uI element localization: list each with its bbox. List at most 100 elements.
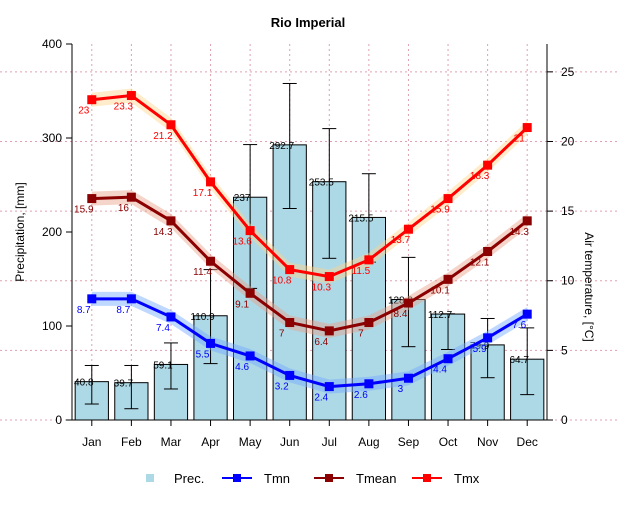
temperature-band (91, 190, 528, 338)
temperature-value-label: 6.4 (314, 337, 328, 348)
precipitation-value-label: 59.1 (153, 360, 173, 371)
temperature-point (285, 265, 295, 275)
y-right-tick-label: 15 (561, 204, 575, 218)
precipitation-value-label: 39.7 (114, 379, 134, 390)
precipitation-value-label: 64.7 (509, 355, 529, 366)
x-tick-label: Aug (358, 435, 379, 449)
x-tick-label: Jun (280, 435, 299, 449)
temperature-value-label: 5.5 (196, 349, 210, 360)
temperature-point (206, 256, 216, 266)
temperature-value-label: 9.1 (235, 299, 249, 310)
precipitation-value-label: 292.7 (269, 141, 294, 152)
temperature-point (403, 298, 413, 308)
axes-layer: 0 100 200 300 400 0 5 10 15 20 25 Jan Feb Mar Apr May Ju… (42, 37, 575, 449)
temperature-value-label: 7.6 (512, 320, 526, 331)
x-tick-label: Dec (517, 435, 538, 449)
temperature-value-label: 12.1 (470, 257, 490, 268)
precipitation-value-label: 237 (234, 193, 251, 204)
temperature-point (285, 370, 295, 380)
temperature-point (166, 312, 176, 322)
x-tick-label: Nov (477, 435, 498, 449)
temperature-point (126, 192, 136, 202)
temperature-value-label: 3 (398, 384, 404, 395)
y-left-tick-label: 400 (42, 37, 62, 51)
temperature-point (126, 294, 136, 304)
temperature-point (483, 333, 493, 343)
x-tick-label: Mar (161, 435, 182, 449)
temperature-point (87, 194, 97, 204)
temperature-point (87, 95, 97, 105)
temperature-point (522, 123, 532, 133)
temperature-value-label: 14.3 (153, 227, 173, 238)
y-right-tick-label: 10 (561, 274, 575, 288)
precipitation-value-label: 112.7 (428, 310, 453, 321)
legend-marker (325, 474, 333, 482)
temperature-point (483, 160, 493, 170)
temperature-point (364, 255, 374, 265)
x-tick-label: May (239, 435, 262, 449)
x-tick-label: Oct (439, 435, 458, 449)
precipitation-value-label: 215.5 (348, 213, 373, 224)
temperature-point (245, 226, 255, 236)
temperature-value-label: 5.9 (473, 344, 487, 355)
temperature-value-label: 13.6 (232, 237, 252, 248)
y-axis-right-label: Air temperature, [°C] (582, 232, 596, 342)
precipitation-value-label: 110.9 (190, 312, 215, 323)
temperature-point (483, 246, 493, 256)
x-tick-label: Sep (398, 435, 420, 449)
legend-label: Tmx (454, 471, 480, 486)
temperature-point (364, 318, 374, 328)
temperature-value-label: 7 (358, 329, 364, 340)
y-left-tick-label: 300 (42, 131, 62, 145)
temperature-point (285, 318, 295, 328)
temperature-value-label: 3.2 (275, 381, 289, 392)
legend-label-precipitation: Prec. (174, 471, 204, 486)
temperature-value-label: 16 (118, 203, 130, 214)
temperature-value-label: 2.6 (354, 390, 368, 401)
x-tick-label: Jan (82, 435, 101, 449)
temperature-point (324, 272, 334, 282)
temperature-value-label: 21.2 (153, 131, 173, 142)
y-left-tick-label: 100 (42, 319, 62, 333)
temperature-value-label: 23 (78, 106, 90, 117)
temperature-point (206, 177, 216, 187)
temperature-point (364, 379, 374, 389)
temperature-point (522, 309, 532, 319)
temperature-point (245, 288, 255, 298)
temperature-value-label: 7 (279, 329, 285, 340)
temperature-value-label: 2.4 (314, 393, 328, 404)
temperature-value-label: 8.4 (394, 309, 408, 320)
temperature-value-label: 10.3 (312, 283, 332, 294)
temperature-value-label: 4.4 (433, 365, 447, 376)
x-tick-label: Apr (201, 435, 220, 449)
temperature-value-label: 15.9 (430, 205, 450, 216)
temperature-point (245, 351, 255, 361)
temperature-value-label: 11.4 (193, 267, 212, 278)
temperature-point (206, 338, 216, 348)
temperature-line (91, 195, 529, 333)
temperature-value-label: 8.7 (116, 305, 130, 316)
temperature-lines: 8.7 8.7 7.4 5.5 4.6 3.2 2.4 2.6 3 4.4 5.9 7.6 15.9 16… (74, 88, 532, 404)
temperature-point (403, 373, 413, 383)
temperature-band (91, 291, 528, 394)
temperature-point (443, 274, 453, 284)
temperature-value-label: 17.1 (193, 188, 213, 199)
y-right-tick-label: 25 (561, 65, 575, 79)
y-right-tick-label: 20 (561, 134, 575, 148)
temperature-point (522, 216, 532, 226)
temperature-value-label: 4.6 (235, 362, 249, 373)
temperature-value-label: 18.3 (470, 171, 490, 182)
legend-marker (233, 474, 241, 482)
precipitation-value-label: 40.8 (74, 378, 94, 389)
temperature-value-label: 23.3 (114, 102, 134, 113)
temperature-point (443, 354, 453, 364)
temperature-value-label: 8.7 (77, 305, 91, 316)
precipitation-value-label: 128.2 (388, 295, 413, 306)
x-tick-label: Jul (322, 435, 337, 449)
temperature-value-label: 11.5 (352, 266, 371, 277)
temperature-value-label: 10.8 (272, 276, 292, 287)
temperature-value-label: 7.4 (156, 323, 170, 334)
y-left-tick-label: 0 (55, 413, 62, 427)
temperature-point (443, 194, 453, 204)
